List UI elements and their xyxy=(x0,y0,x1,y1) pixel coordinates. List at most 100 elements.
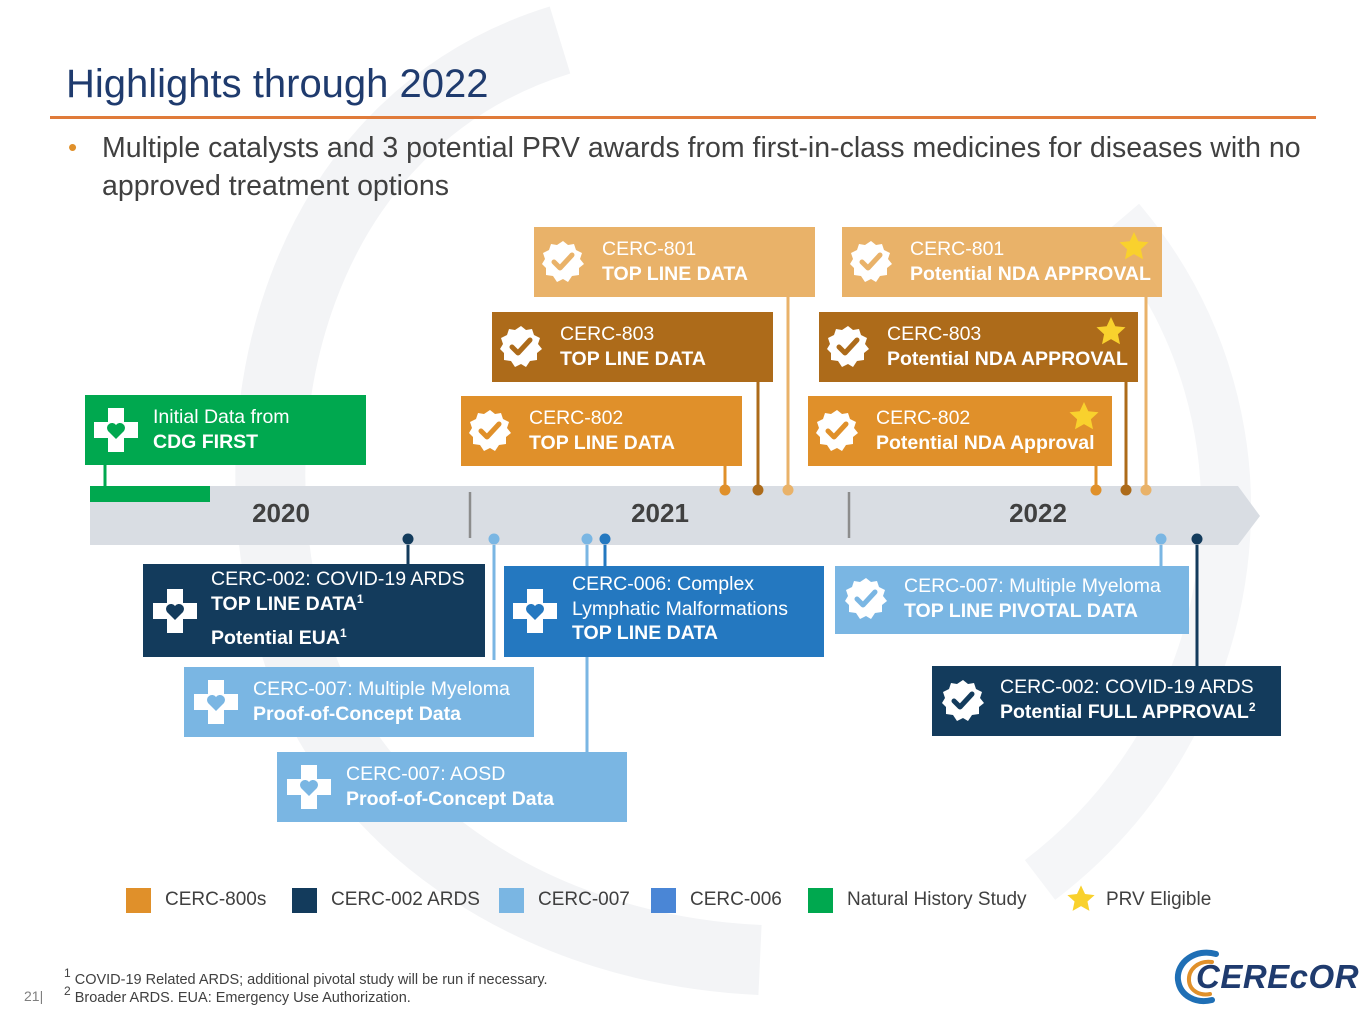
box-line-2: TOP LINE PIVOTAL DATA xyxy=(904,599,1139,622)
legend-swatch xyxy=(126,888,151,913)
box-cerc-007-mm-pivotal: CERC-007: Multiple Myeloma TOP LINE PIVO… xyxy=(835,566,1189,634)
natural-history-bar xyxy=(90,486,210,502)
box-line-1: CERC-802 xyxy=(529,407,624,429)
dot-007-pivotal xyxy=(1155,533,1167,545)
box-line-2: Potential NDA APPROVAL xyxy=(887,347,1128,370)
footnote-text: Broader ARDS. EUA: Emergency Use Authori… xyxy=(74,990,411,1006)
box-line-2: Proof-of-Concept Data xyxy=(253,702,461,725)
dot-803-nda xyxy=(1120,484,1132,496)
check-badge-icon xyxy=(500,326,542,367)
box-line-2: TOP LINE DATA xyxy=(529,431,675,454)
box-line-1: CERC-007: AOSD xyxy=(346,763,506,785)
check-badge-icon xyxy=(850,241,892,282)
legend-label: PRV Eligible xyxy=(1106,889,1212,910)
box-line-2: TOP LINE DATA xyxy=(560,347,706,370)
medical-cross-heart-icon xyxy=(287,765,331,809)
box-line-2: TOP LINE DATA xyxy=(602,262,748,285)
company-logo: CEREcOR xyxy=(1172,948,1359,1006)
footnote-ref-1: 1 xyxy=(339,626,347,640)
dot-007-aosd xyxy=(581,533,593,545)
star-icon xyxy=(1096,317,1126,345)
dot-007-mm-poc xyxy=(488,533,500,545)
box-cerc-802-nda-approval: CERC-802 Potential NDA Approval xyxy=(808,396,1112,466)
box-line-1: CERC-002: COVID-19 ARDS xyxy=(211,568,465,590)
box-line-1: CERC-801 xyxy=(910,238,1005,260)
box-line-2: Proof-of-Concept Data xyxy=(346,787,554,810)
box-line-2: Lymphatic Malformations xyxy=(572,597,789,620)
box-line-1: CERC-802 xyxy=(876,407,971,429)
box-line-2: TOP LINE DATA xyxy=(211,592,357,615)
box-cerc-002-top-line: CERC-002: COVID-19 ARDS TOP LINE DATA1 P… xyxy=(143,564,485,657)
box-line-1: CERC-803 xyxy=(560,323,655,345)
box-line-2: Potential FULL APPROVAL xyxy=(1000,700,1249,723)
footnote-mark: 2 xyxy=(64,984,71,998)
box-cerc-002-full-approval: CERC-002: COVID-19 ARDS Potential FULL A… xyxy=(932,666,1281,736)
box-cerc-803-nda-approval: CERC-803 Potential NDA APPROVAL xyxy=(819,312,1138,382)
dot-803-top xyxy=(752,484,764,496)
dot-801-top xyxy=(782,484,794,496)
box-line-2: Potential NDA Approval xyxy=(876,431,1095,454)
check-badge-icon xyxy=(542,241,584,282)
box-line-1: Initial Data from xyxy=(153,406,290,428)
check-badge-icon xyxy=(845,578,887,619)
dot-802-top xyxy=(719,484,731,496)
footnote-mark: 1 xyxy=(64,966,71,980)
check-badge-icon xyxy=(942,680,984,721)
box-cerc-801-nda-approval: CERC-801 Potential NDA APPROVAL xyxy=(842,227,1162,297)
dot-006 xyxy=(599,533,611,545)
medical-cross-heart-icon xyxy=(94,408,138,452)
star-icon xyxy=(1067,885,1095,911)
logo-text: CEREcOR xyxy=(1196,958,1360,995)
cerecor-swirl-icon xyxy=(1174,949,1219,1004)
box-cerc-801-top-line: CERC-801 TOP LINE DATA xyxy=(534,227,815,297)
legend-swatch xyxy=(651,888,676,913)
box-line-2: Potential NDA APPROVAL xyxy=(910,262,1151,285)
footnote-text: COVID-19 Related ARDS; additional pivota… xyxy=(74,972,548,988)
year-label-2020: 2020 xyxy=(252,498,310,528)
legend-label: CERC-007 xyxy=(538,889,630,910)
footnote-ref-1: 1 xyxy=(356,591,364,606)
box-cerc-006-top-line: CERC-006: Complex Lymphatic Malformation… xyxy=(504,566,824,657)
dot-002-full xyxy=(1191,533,1203,545)
check-badge-icon xyxy=(816,410,858,451)
title-underline xyxy=(50,116,1316,119)
bullet-text: Multiple catalysts and 3 potential PRV a… xyxy=(102,132,1301,202)
check-badge-icon xyxy=(469,410,511,451)
footnote-2: 2 Broader ARDS. EUA: Emergency Use Autho… xyxy=(64,985,411,1006)
check-badge-icon xyxy=(827,326,869,367)
box-cerc-007-aosd: CERC-007: AOSD Proof-of-Concept Data xyxy=(277,752,627,822)
box-line-1: CERC-002: COVID-19 ARDS xyxy=(1000,676,1254,698)
box-line-3: Potential EUA xyxy=(211,627,340,649)
box-line-1: CERC-801 xyxy=(602,238,697,260)
box-cerc-802-top-line: CERC-802 TOP LINE DATA xyxy=(461,396,742,466)
box-cerc-007-mm-poc: CERC-007: Multiple Myeloma Proof-of-Conc… xyxy=(184,667,534,737)
dot-801-nda xyxy=(1140,484,1152,496)
dot-802-nda xyxy=(1090,484,1102,496)
box-line-1: CERC-006: Complex xyxy=(572,573,755,595)
box-line-1: CERC-803 xyxy=(887,323,982,345)
box-line-2: CDG FIRST xyxy=(153,430,259,453)
legend-label: CERC-006 xyxy=(690,889,782,910)
legend-label: CERC-002 ARDS xyxy=(331,889,480,910)
year-label-2022: 2022 xyxy=(1009,498,1067,528)
box-line-3: TOP LINE DATA xyxy=(572,622,718,644)
legend-swatch xyxy=(292,888,317,913)
box-cdg-first: Initial Data from CDG FIRST xyxy=(85,395,366,465)
box-cerc-803-top-line: CERC-803 TOP LINE DATA xyxy=(492,312,773,382)
medical-cross-heart-icon xyxy=(513,589,557,633)
star-icon xyxy=(1119,232,1149,260)
footnote-ref-2: 2 xyxy=(1248,699,1256,714)
legend-swatch xyxy=(808,888,833,913)
box-line-1: CERC-007: Multiple Myeloma xyxy=(253,678,510,700)
bullet-icon: • xyxy=(68,132,78,162)
star-icon xyxy=(1069,402,1099,430)
footnote-1: 1 COVID-19 Related ARDS; additional pivo… xyxy=(64,967,548,988)
medical-cross-heart-icon xyxy=(153,589,197,633)
page-number: 21| xyxy=(24,988,44,1004)
medical-cross-heart-icon xyxy=(194,680,238,724)
legend-label: Natural History Study xyxy=(847,889,1027,910)
timeline-bar xyxy=(90,486,1260,545)
legend-swatch xyxy=(499,888,524,913)
legend-label: CERC-800s xyxy=(165,889,267,910)
